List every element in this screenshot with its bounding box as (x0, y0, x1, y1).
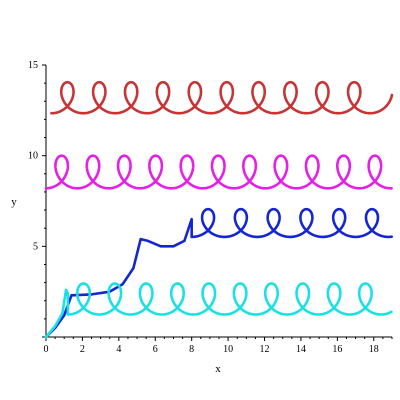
series-line-2 (44, 154, 393, 190)
axes (42, 64, 393, 341)
x-tick-label: 14 (296, 344, 306, 355)
x-tick-label: 18 (369, 344, 379, 355)
x-tick-label: 16 (332, 344, 342, 355)
y-tick-label: 15 (28, 60, 38, 71)
x-tick-label: 6 (153, 344, 158, 355)
x-tick-label: 0 (44, 344, 49, 355)
tick-labels: 0 2 4 6 8 10 12 14 16 18 5 10 15 (28, 60, 379, 355)
y-tick-label: 5 (33, 241, 38, 252)
y-axis-label: y (11, 196, 17, 208)
x-axis-label: x (215, 363, 221, 375)
y-tick-label: 10 (28, 151, 38, 162)
series-layer (44, 80, 394, 339)
x-tick-label: 12 (260, 344, 270, 355)
x-tick-label: 8 (189, 344, 194, 355)
series-line-4 (44, 282, 393, 339)
series-line-3 (44, 207, 394, 339)
series-line-1 (50, 80, 394, 115)
x-tick-label: 10 (223, 344, 233, 355)
x-tick-label: 2 (80, 344, 85, 355)
x-tick-label: 4 (116, 344, 121, 355)
